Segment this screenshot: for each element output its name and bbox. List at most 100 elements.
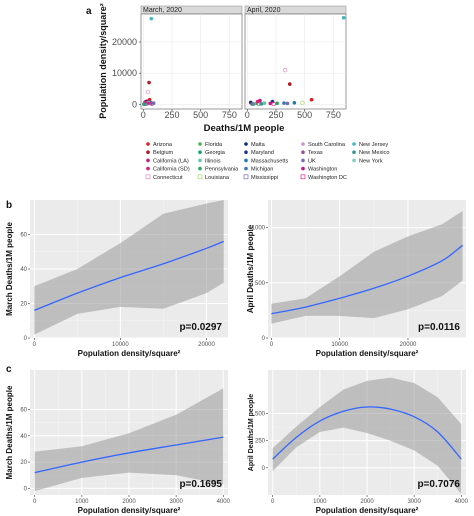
data-point (145, 89, 151, 95)
legend-key (198, 158, 202, 163)
panel-letter-b: b (6, 200, 12, 211)
fit-line (271, 244, 463, 315)
x-tick-label: 3000 (169, 499, 183, 505)
y-tick-label: 500 (255, 411, 266, 417)
legend-key (301, 166, 305, 171)
y-tick-label: 0 (262, 466, 266, 472)
x-axis-label: Population density/square² (78, 506, 181, 515)
fit-line (34, 240, 224, 312)
x-axis-label: Deaths/1M people (204, 123, 285, 134)
x-tick-label: 20000 (198, 342, 215, 348)
legend-label: Arizona (153, 142, 173, 148)
x-tick-label: 250 (164, 110, 179, 120)
legend-key (198, 150, 202, 154)
legend-key (197, 174, 203, 180)
y-tick-label: 0 (132, 99, 137, 109)
y-tick-label: 0 (24, 336, 28, 342)
data-point (292, 100, 297, 105)
legend-key (352, 150, 356, 154)
x-tick-label: 2000 (122, 499, 136, 505)
legend-key (146, 150, 150, 154)
p-value-annotation: p=0.7076 (417, 479, 460, 490)
x-tick-label: 4000 (217, 499, 231, 505)
x-axis-label: Population density/square² (316, 349, 419, 358)
plot-area (140, 13, 243, 110)
p-value-annotation: p=0.0297 (179, 322, 222, 333)
legend-key (244, 166, 248, 171)
panel-b-march: 0 10000 20000 0 20 40 60 p=0.0297 Population den… (5, 200, 228, 358)
confidence-band (34, 388, 224, 492)
legend-label: Maryland (251, 150, 274, 156)
data-point (282, 101, 286, 105)
legend-label: New York (359, 158, 383, 164)
data-point (251, 102, 255, 106)
legend-label: Florida (205, 142, 223, 148)
legend-label: South Carolina (308, 142, 346, 148)
y-axis-label: April Deaths/1M people (248, 394, 255, 472)
panel-a: March, 2020 0 250 500 750 April, 2020 0 250 500 7… (98, 3, 389, 181)
data-point (147, 80, 151, 85)
x-tick-label: 250 (268, 110, 283, 120)
legend-key (146, 158, 150, 163)
legend-key (145, 174, 151, 180)
x-tick-label: 10000 (331, 342, 348, 348)
legend-key (243, 174, 249, 180)
p-value-annotation: p=0.0116 (418, 322, 460, 333)
legend-label: Malta (251, 142, 266, 148)
legend-key (301, 150, 305, 154)
legend-key (146, 166, 150, 171)
legend-key (146, 142, 150, 146)
x-tick-label: 750 (326, 110, 341, 120)
data-point (275, 101, 279, 106)
data-point (262, 101, 267, 105)
confidence-band (272, 377, 462, 494)
y-tick-label: 20000 (112, 37, 137, 47)
y-axis-label: March Deaths/1M people (5, 222, 14, 316)
y-tick-label: 40 (20, 434, 27, 440)
fit-line (34, 436, 224, 474)
data-point (142, 102, 146, 106)
x-tick-label: 0 (141, 110, 146, 120)
legend-label: Pennsylvania (205, 167, 239, 173)
x-tick-label: 1000 (313, 499, 327, 505)
legend-label: Michigan (251, 167, 273, 173)
confidence-band (34, 200, 224, 335)
legend-label: Belgium (153, 150, 174, 156)
data-point (149, 16, 154, 21)
legend-label: Texas (308, 150, 323, 156)
x-tick-label: 0 (245, 110, 250, 120)
legend-key (301, 158, 305, 163)
y-axis-label: April Deaths/1M people (246, 224, 255, 313)
legend-key (244, 158, 248, 163)
legend-label: Massachusetts (251, 158, 289, 164)
y-tick-label: 0 (262, 336, 266, 342)
legend-key (301, 142, 305, 146)
y-tick-label: 250 (255, 439, 266, 445)
data-point (271, 101, 276, 107)
y-tick-label: 60 (20, 233, 27, 239)
x-tick-label: 0 (270, 342, 274, 348)
y-tick-label: 10000 (112, 68, 137, 78)
legend-label: Louisiana (205, 175, 230, 181)
p-value-annotation: p=0.1695 (179, 479, 222, 490)
x-tick-label: 20000 (400, 342, 417, 348)
legend-label: New Mexico (359, 150, 389, 156)
legend-label: California (LA) (153, 158, 189, 164)
data-point (287, 82, 292, 86)
facet-title: April, 2020 (247, 7, 281, 14)
legend-label: Mississippi (251, 175, 278, 181)
y-tick-label: 0 (24, 486, 28, 492)
legend-key (244, 150, 248, 154)
legend-label: Georgia (205, 150, 226, 156)
legend-label: Illinois (205, 158, 221, 164)
y-tick-label: 20 (20, 302, 27, 308)
x-axis-label: Population density/square² (316, 506, 419, 515)
legend-key (244, 142, 248, 146)
x-tick-label: 10000 (112, 342, 129, 348)
panel-letter-a: a (86, 6, 92, 17)
y-axis-label: March Deaths/1M people (5, 385, 14, 479)
panel-letter-c: c (6, 364, 12, 375)
legend-label: UK (308, 158, 316, 164)
x-tick-label: 1000 (75, 499, 89, 505)
